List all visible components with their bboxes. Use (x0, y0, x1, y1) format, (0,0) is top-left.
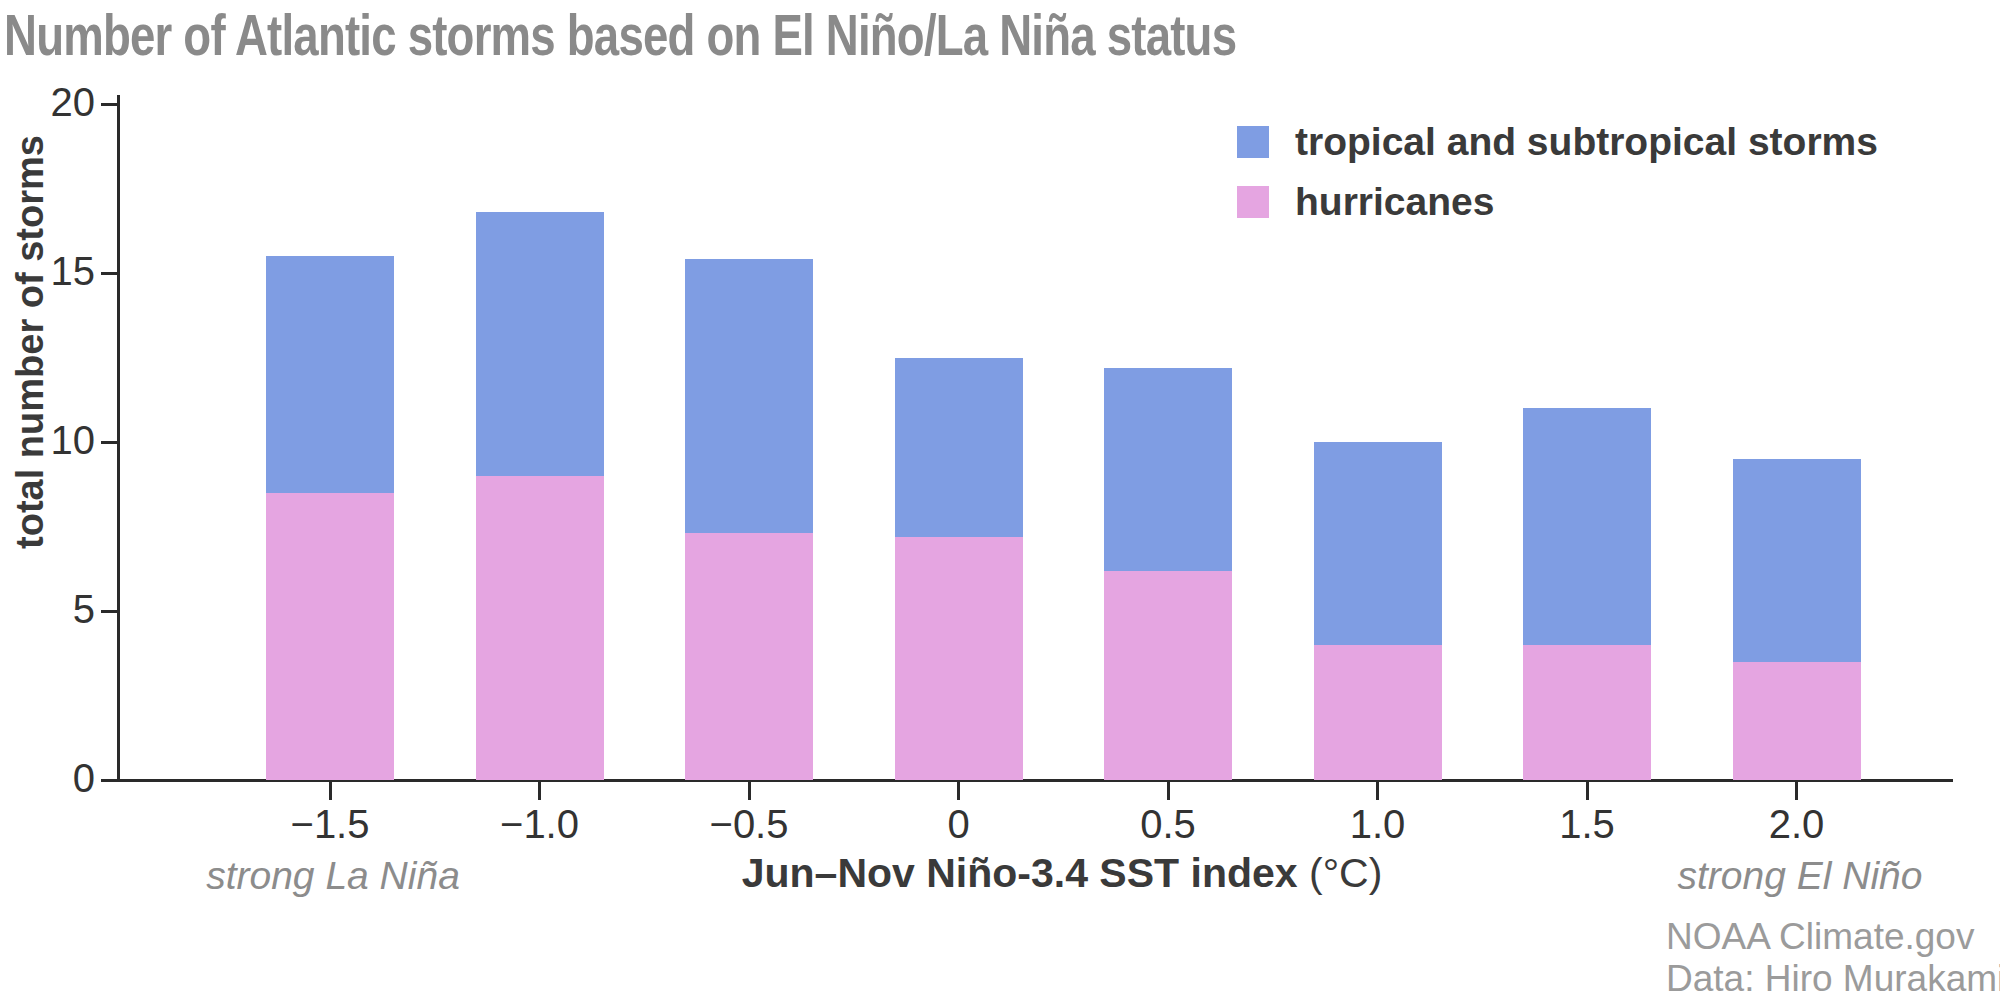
x-tick-mark (538, 782, 541, 800)
bar-segment-storms (1314, 442, 1442, 645)
y-tick-label: 15 (29, 249, 95, 294)
bar-segment-hurricanes (895, 537, 1023, 780)
x-tick-label: −0.5 (679, 802, 819, 847)
x-tick-mark (1167, 782, 1170, 800)
bar-segment-hurricanes (685, 533, 813, 780)
y-tick-label: 5 (29, 587, 95, 632)
bar-segment-hurricanes (1523, 645, 1651, 780)
x-tick-mark (1795, 782, 1798, 800)
x-tick-label: 2.0 (1727, 802, 1867, 847)
bar-segment-hurricanes (1314, 645, 1442, 780)
y-tick-label: 10 (29, 418, 95, 463)
bar-segment-storms (1104, 368, 1232, 571)
legend-item-storms: tropical and subtropical storms (1237, 120, 1878, 164)
hurricanes-legend-label: hurricanes (1295, 180, 1494, 224)
bar-segment-hurricanes (1104, 570, 1232, 780)
x-tick-label: 0 (889, 802, 1029, 847)
bar-segment-storms (266, 256, 394, 493)
chart-canvas: Number of Atlantic storms based on El Ni… (0, 0, 2000, 1000)
source-credits: NOAA Climate.gov Data: Hiro Murakami (1666, 916, 2000, 1000)
legend: tropical and subtropical storms hurrican… (1237, 120, 1878, 224)
x-tick-label: −1.0 (470, 802, 610, 847)
bar-segment-storms (1523, 408, 1651, 645)
y-tick-label: 0 (29, 756, 95, 801)
y-tick-label: 20 (29, 80, 95, 125)
x-tick-label: 0.5 (1098, 802, 1238, 847)
x-axis-title-unit: (°C) (1298, 850, 1383, 896)
x-axis-title-main: Jun–Nov Niño-3.4 SST index (742, 850, 1298, 896)
x-tick-mark (748, 782, 751, 800)
storms-legend-swatch (1237, 126, 1269, 158)
bar-segment-storms (476, 212, 604, 476)
bar-segment-hurricanes (476, 476, 604, 780)
y-tick-mark (101, 103, 117, 106)
y-axis-line (117, 95, 120, 782)
x-tick-label: 1.5 (1517, 802, 1657, 847)
y-tick-mark (101, 441, 117, 444)
bar-segment-storms (685, 259, 813, 533)
chart-title: Number of Atlantic storms based on El Ni… (4, 2, 1236, 68)
x-tick-mark (329, 782, 332, 800)
y-tick-mark (101, 272, 117, 275)
y-tick-mark (101, 779, 117, 782)
x-tick-label: 1.0 (1308, 802, 1448, 847)
x-axis-title: Jun–Nov Niño-3.4 SST index (°C) (742, 850, 1383, 897)
bar-segment-storms (895, 358, 1023, 537)
hurricanes-legend-swatch (1237, 186, 1269, 218)
annotation-strong-la-nina: strong La Niña (206, 854, 460, 898)
x-tick-mark (957, 782, 960, 800)
legend-item-hurricanes: hurricanes (1237, 180, 1878, 224)
bar-segment-storms (1733, 459, 1861, 662)
y-axis-title: total number of storms (9, 135, 52, 549)
x-tick-mark (1586, 782, 1589, 800)
x-tick-mark (1376, 782, 1379, 800)
bar-segment-hurricanes (266, 493, 394, 780)
x-tick-label: −1.5 (260, 802, 400, 847)
credit-line-1: NOAA Climate.gov (1666, 916, 2000, 958)
storms-legend-label: tropical and subtropical storms (1295, 120, 1878, 164)
bar-segment-hurricanes (1733, 662, 1861, 780)
annotation-strong-el-nino: strong El Niño (1678, 854, 1923, 898)
y-tick-mark (101, 610, 117, 613)
credit-line-2: Data: Hiro Murakami (1666, 958, 2000, 1000)
